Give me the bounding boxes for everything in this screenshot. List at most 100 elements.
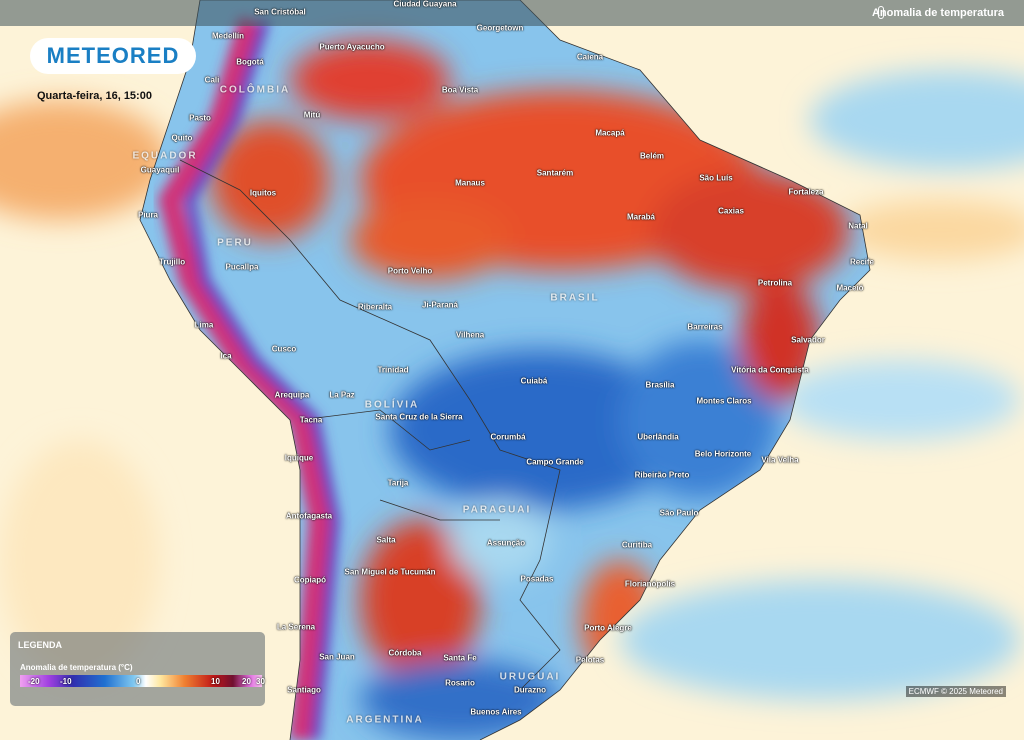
legend-tick: -10 [60, 677, 72, 686]
city-label: Ribeirão Preto [634, 470, 690, 480]
city-label: Porto Alegre [584, 623, 632, 633]
city-label: La Paz [329, 390, 355, 400]
ocean-anomaly [0, 70, 1024, 700]
city-label: Barreiras [687, 322, 723, 332]
legend-tick: 0 [136, 677, 141, 686]
city-label: Florianópolis [624, 579, 676, 589]
city-label: Riberalta [357, 302, 393, 312]
city-label: Córdoba [388, 648, 422, 658]
city-label: Cusco [271, 344, 297, 354]
top-bar [0, 0, 1024, 26]
city-label: Salvador [791, 335, 825, 345]
legend-tick: -20 [28, 677, 40, 686]
credit: ECMWF © 2025 Meteored [905, 686, 1006, 697]
city-label: Iquique [284, 453, 314, 463]
city-label: Maceió [836, 283, 864, 293]
city-label: Pucallpa [225, 262, 259, 272]
city-label: Vilhena [455, 330, 485, 340]
thermometer-icon [878, 6, 884, 19]
city-label: Belo Horizonte [694, 449, 752, 459]
city-label: Porto Velho [387, 266, 433, 276]
city-label: Trujillo [158, 257, 186, 267]
layer-title: Anomalia de temperatura [871, 7, 1004, 19]
country-label: BRASIL [550, 292, 600, 304]
city-label: Salta [376, 535, 396, 545]
country-label: ARGENTINA [346, 714, 424, 726]
legend-tick: 20 [242, 677, 251, 686]
city-label: Curitiba [621, 540, 653, 550]
city-label: Assunção [486, 538, 526, 548]
country-label: PARAGUAI [462, 504, 532, 516]
city-label: Puerto Ayacucho [319, 42, 385, 52]
city-label: Santiago [287, 685, 321, 695]
country-label: URUGUAI [499, 671, 561, 683]
city-label: Quito [171, 133, 193, 143]
city-label: Copiapó [294, 575, 326, 585]
borders [139, 0, 871, 740]
city-label: Tacna [299, 415, 323, 425]
forecast-time: Quarta-feira, 16, 15:00 [37, 90, 152, 102]
city-label: Macapá [595, 128, 625, 138]
city-label: Durazno [514, 685, 546, 695]
legend-heading: LEGENDA [18, 640, 63, 650]
city-label: Vitória da Conquista [731, 365, 809, 375]
city-label: Campo Grande [526, 457, 584, 467]
city-label: Lima [194, 320, 214, 330]
city-label: Cuiabá [520, 376, 548, 386]
legend-colorbar [20, 675, 262, 687]
city-label: Ciudad Guayana [393, 0, 457, 9]
city-label: Brasília [645, 380, 675, 390]
city-label: Santarém [536, 168, 574, 178]
city-label: Uberlândia [637, 432, 679, 442]
legend-tick: 30 [256, 677, 265, 686]
city-label: Guayaquil [140, 165, 180, 175]
city-label: Posadas [520, 574, 554, 584]
city-label: La Serena [276, 622, 316, 632]
city-label: Montes Claros [696, 396, 752, 406]
city-label: Georgetown [476, 23, 524, 33]
country-label: PERU [217, 237, 253, 249]
city-label: Fortaleza [788, 187, 824, 197]
city-label: Petrolina [757, 278, 793, 288]
city-label: Manaus [455, 178, 485, 188]
city-label: Corumbá [490, 432, 526, 442]
city-label: Medellín [211, 31, 245, 41]
country-label: BOLÍVIA [364, 399, 420, 411]
city-label: Caxias [718, 206, 744, 216]
city-label: Santa Cruz de la Sierra [375, 412, 463, 422]
legend-tick: 10 [211, 677, 220, 686]
logo[interactable]: METEORED [30, 38, 196, 74]
city-label: Mitú [303, 110, 321, 120]
city-label: Iquitos [249, 188, 277, 198]
legend[interactable]: LEGENDA Anomalia de temperatura (°C) -20… [10, 632, 265, 706]
city-label: Pasto [189, 113, 211, 123]
city-label: Ji-Paraná [421, 300, 459, 310]
city-label: São Paulo [659, 508, 699, 518]
country-label: COLÔMBIA [219, 84, 291, 96]
city-label: Vila Velha [761, 455, 799, 465]
city-label: San Miguel de Tucumán [344, 567, 436, 577]
city-label: Cali [204, 75, 220, 85]
city-label: Rosario [445, 678, 475, 688]
city-label: Belém [639, 151, 665, 161]
city-label: Natal [848, 221, 868, 231]
city-label: Marabá [626, 212, 656, 222]
city-label: Santa Fe [443, 653, 477, 663]
city-label: Trinidad [377, 365, 409, 375]
city-label: Piura [137, 210, 159, 220]
country-label: EQUADOR [132, 150, 198, 162]
city-label: Bogotá [236, 57, 264, 67]
city-label: Ica [220, 351, 232, 361]
city-label: Antofagasta [285, 511, 333, 521]
city-label: Pelotas [575, 655, 605, 665]
city-label: San Cristóbal [254, 7, 306, 17]
city-label: Recife [849, 257, 875, 267]
legend-title: Anomalia de temperatura (°C) [20, 663, 133, 672]
city-label: Caiena [576, 52, 604, 62]
city-label: Arequipa [274, 390, 310, 400]
city-label: Buenos Aires [470, 707, 522, 717]
